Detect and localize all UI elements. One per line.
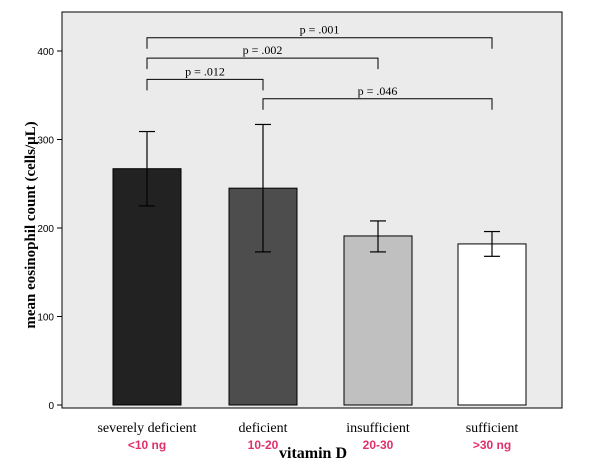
p-value-label: p = .012	[185, 64, 225, 78]
x-subcategory-label: <10 ng	[128, 438, 166, 452]
p-value-label: p = .001	[300, 23, 340, 37]
x-subcategory-label: 10-20	[248, 438, 279, 452]
x-axis-label: vitamin D	[279, 445, 347, 462]
x-subcategory-label: 20-30	[363, 438, 394, 452]
error-bar	[139, 130, 155, 207]
x-axis: severely deficient <10 ng deficient 10-20 in…	[97, 421, 518, 452]
y-tick-label: 200	[37, 224, 54, 235]
significance-bracket	[146, 57, 379, 70]
significance-bracket	[146, 37, 493, 49]
error-bars	[139, 123, 500, 257]
y-axis-label: mean eosinophil count (cells/μL)	[23, 121, 39, 328]
x-subcategory-label: >30 ng	[473, 438, 511, 452]
y-tick-label: 300	[37, 136, 54, 147]
bar	[457, 243, 527, 406]
x-category-label: deficient	[239, 421, 288, 436]
y-tick-label: 0	[48, 401, 54, 412]
significance-brackets: p = .001 p = .002 p = .012 p = .046	[146, 23, 493, 110]
significance-bracket	[262, 98, 493, 110]
x-category-label: insufficient	[346, 421, 410, 436]
y-tick-label: 100	[37, 313, 54, 324]
y-tick-label: 400	[37, 47, 54, 58]
y-axis: 0 100 200 300 400	[37, 47, 62, 412]
error-bar	[484, 230, 500, 257]
significance-bracket	[146, 78, 264, 91]
bar	[112, 168, 182, 406]
error-bar	[370, 220, 386, 253]
x-category-label: sufficient	[466, 421, 519, 436]
p-value-label: p = .046	[358, 84, 398, 98]
bar	[343, 235, 413, 406]
x-category-label: severely deficient	[97, 421, 196, 436]
bars	[112, 168, 527, 406]
error-bar	[255, 123, 271, 253]
p-value-label: p = .002	[243, 43, 283, 57]
